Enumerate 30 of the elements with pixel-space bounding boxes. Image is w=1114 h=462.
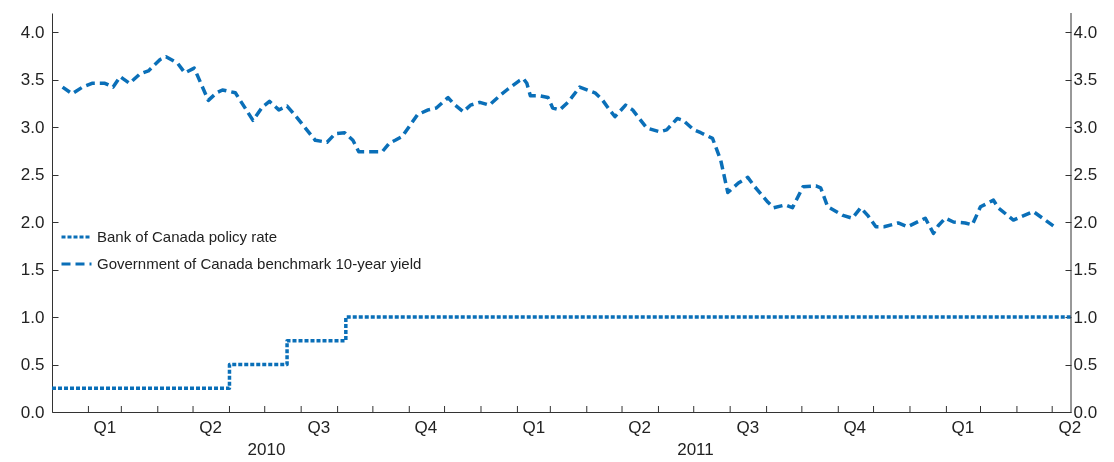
x-tick-label: Q1 — [522, 418, 546, 437]
y-tick-label: 2.0 — [20, 212, 45, 232]
y2-tick-label: 3.0 — [1073, 117, 1098, 137]
y2-tick-label: 4.0 — [1073, 22, 1098, 42]
y-tick-label: 0.5 — [20, 355, 45, 374]
x-tick-label: Q2 — [199, 418, 223, 437]
y2-tick-label: 2.5 — [1073, 165, 1098, 184]
legend-label: Government of Canada benchmark 10-year yield — [97, 254, 422, 272]
y-tick-label: 1.5 — [20, 260, 45, 279]
y-tick-label: 2.5 — [20, 165, 45, 184]
x-tick-label: Q4 — [414, 418, 438, 437]
text: 2011 — [677, 440, 714, 459]
x-tick-label: Q3 — [307, 418, 331, 437]
x-tick-label: Q4 — [843, 418, 867, 437]
x-tick-label: Q1 — [93, 418, 117, 437]
y-tick-label: 3.5 — [20, 70, 45, 89]
x-tick-label: Q1 — [951, 418, 975, 437]
y-tick-label: 1.0 — [20, 307, 45, 327]
y-tick-label: 4.0 — [20, 22, 45, 42]
x-tick-label: Q3 — [736, 418, 760, 437]
y-tick-label: 0.0 — [20, 402, 45, 422]
y-tick-label: 3.0 — [20, 117, 45, 137]
y2-tick-label: 0.5 — [1073, 355, 1098, 374]
x-tick-label: Q2 — [628, 418, 651, 437]
y2-tick-label: 1.5 — [1073, 260, 1098, 279]
legend-label: Bank of Canada policy rate — [97, 227, 278, 245]
y2-tick-label: 3.5 — [1073, 70, 1098, 89]
text: 2010 — [247, 440, 286, 459]
y2-tick-label: 2.0 — [1073, 212, 1098, 232]
y2-tick-label: 1.0 — [1073, 307, 1098, 327]
